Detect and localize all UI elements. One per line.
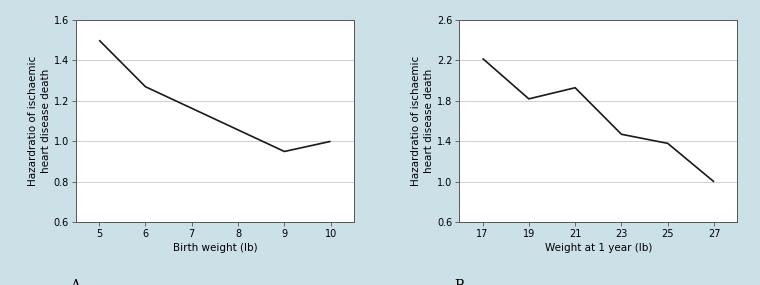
Text: B: B [454,279,464,285]
X-axis label: Birth weight (lb): Birth weight (lb) [173,243,257,253]
Y-axis label: Hazardratio of ischaemic
heart disease death: Hazardratio of ischaemic heart disease d… [27,56,51,186]
Text: A: A [71,279,81,285]
X-axis label: Weight at 1 year (lb): Weight at 1 year (lb) [545,243,652,253]
Y-axis label: Hazardratio of ischaemic
heart disease death: Hazardratio of ischaemic heart disease d… [411,56,434,186]
